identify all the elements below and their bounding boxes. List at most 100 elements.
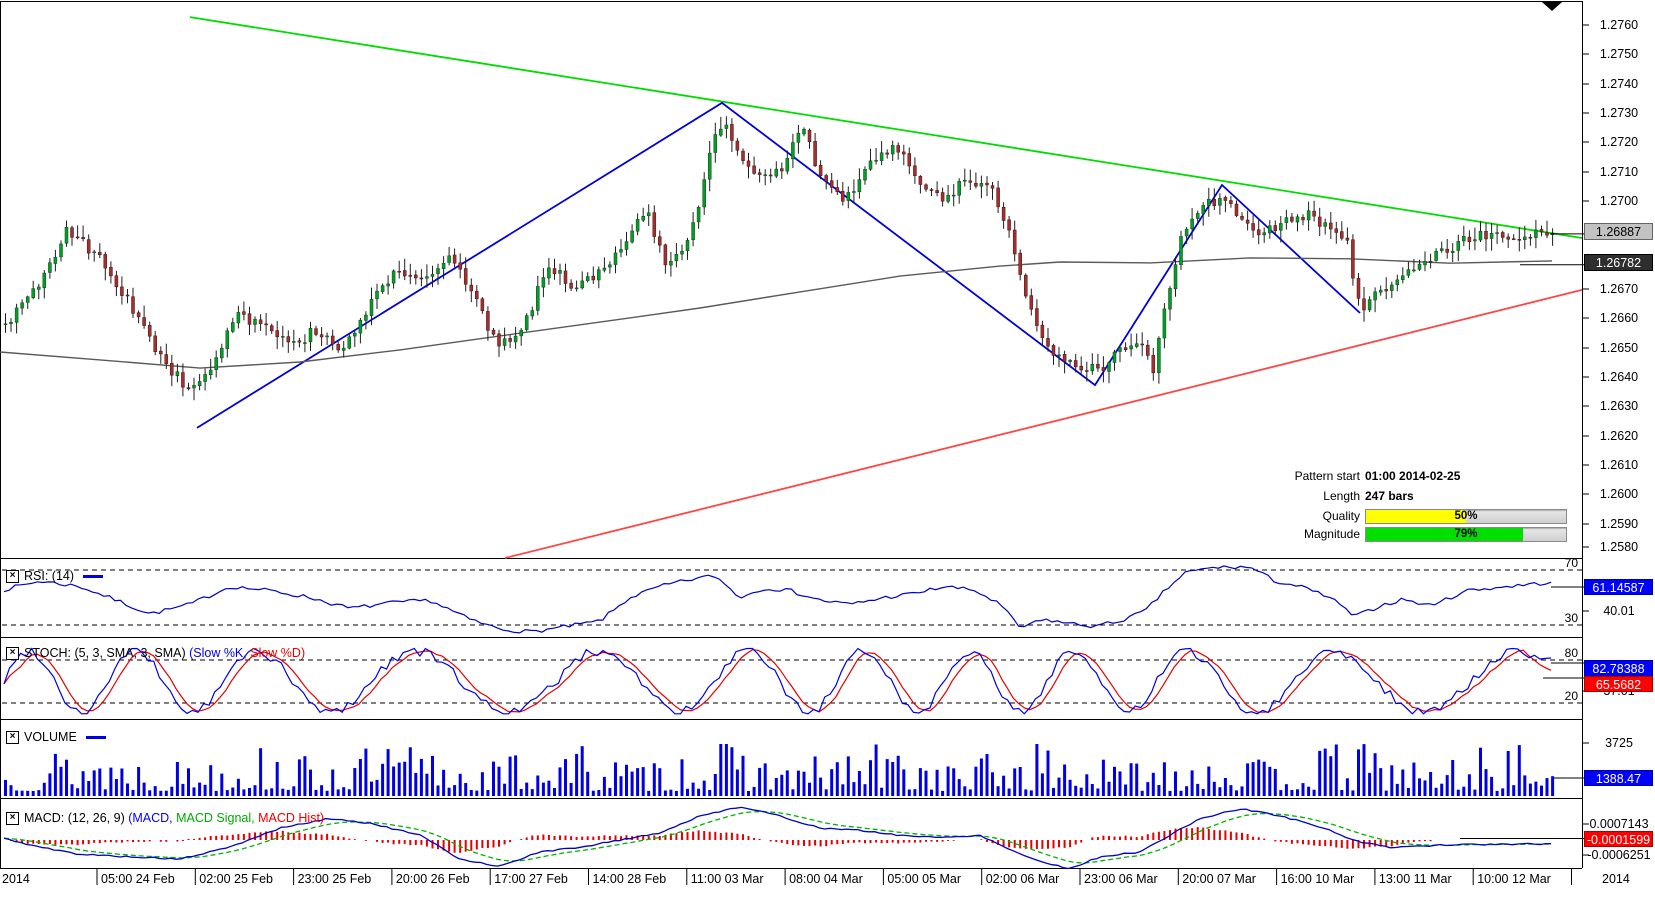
price-axis-label: 1.2730 bbox=[1599, 106, 1639, 120]
time-axis-label: 14:00 28 Feb bbox=[592, 872, 667, 886]
pattern-quality-percent: 50% bbox=[1454, 510, 1478, 522]
volume-scale-label: 3725 bbox=[1605, 736, 1633, 750]
price-axis-label: 1.2660 bbox=[1599, 311, 1639, 325]
price-axis-label: 1.2710 bbox=[1599, 165, 1639, 179]
time-axis-label: 13:00 11 Mar bbox=[1378, 872, 1452, 886]
rsi-header: × RSI: (14) bbox=[6, 569, 104, 583]
time-axis-label: 23:00 25 Feb bbox=[297, 872, 372, 886]
rsi-level-30-label: 30 bbox=[1564, 611, 1578, 625]
pattern-length-label: Length bbox=[1323, 489, 1360, 503]
time-axis-label: 23:00 06 Mar bbox=[1084, 872, 1158, 886]
pattern-magnitude-percent: 79% bbox=[1454, 528, 1478, 540]
price-axis-label: 1.2740 bbox=[1599, 77, 1639, 91]
macd-header-hist: MACD Hist) bbox=[258, 811, 325, 825]
volume-header-label: VOLUME bbox=[24, 730, 77, 744]
time-axis-year-left: 2014 bbox=[2, 872, 30, 886]
price-axis-label: 1.2590 bbox=[1599, 517, 1639, 531]
price-axis-label: 1.2620 bbox=[1599, 429, 1639, 443]
price-axis-label: 1.2640 bbox=[1599, 370, 1639, 384]
pattern-magnitude-label: Magnitude bbox=[1303, 527, 1360, 541]
chart-end-marker-icon bbox=[1542, 2, 1562, 11]
macd-value-badge: -0.0001599 bbox=[1584, 831, 1653, 847]
macd-visibility-checkbox[interactable]: × bbox=[6, 811, 19, 825]
stoch-level-80-label: 80 bbox=[1564, 646, 1578, 660]
stoch-header-label: STOCH: (5, 3, SMA, 3, SMA) (Slow %K, Slo… bbox=[24, 646, 305, 660]
pattern-quality-bar-fill bbox=[1366, 510, 1466, 523]
time-axis-label: 08:00 04 Mar bbox=[789, 872, 863, 886]
macd-scale-bottom-label: -0.0006251 bbox=[1587, 848, 1651, 862]
rsi-visibility-checkbox[interactable]: × bbox=[6, 569, 19, 583]
stoch-header-slowd: Slow %D) bbox=[250, 646, 306, 660]
stoch-d-value-badge: 65.5682 bbox=[1584, 676, 1653, 692]
pattern-quality-bar: 50% bbox=[1365, 509, 1567, 524]
stoch-header-slowk: (Slow %K, bbox=[189, 646, 251, 660]
time-axis-label: 05:00 24 Feb bbox=[101, 872, 175, 886]
price-axis-label: 1.2720 bbox=[1599, 135, 1639, 149]
current-value-lines bbox=[1460, 233, 1586, 839]
price-axis-label: 1.2760 bbox=[1599, 18, 1639, 32]
time-axis-label: 16:00 10 Mar bbox=[1280, 872, 1355, 886]
time-axis-label: 17:00 27 Feb bbox=[494, 872, 568, 886]
pattern-zigzag-line[interactable] bbox=[196, 101, 1361, 429]
trendline-lower-support[interactable] bbox=[504, 289, 1583, 559]
macd-header-params: MACD: (12, 26, 9) bbox=[24, 811, 129, 825]
time-axis-label: 05:00 05 Mar bbox=[887, 872, 962, 886]
macd-header: × MACD: (12, 26, 9) (MACD, MACD Signal, … bbox=[6, 811, 324, 825]
macd-header-label: MACD: (12, 26, 9) (MACD, MACD Signal, MA… bbox=[24, 811, 324, 825]
moving-average-line bbox=[0, 257, 1553, 369]
stoch-slow-k-line bbox=[3, 647, 1552, 715]
time-axis-year-right: 2014 bbox=[1602, 872, 1630, 886]
volume-header: × VOLUME bbox=[6, 730, 106, 744]
stoch-header: × STOCH: (5, 3, SMA, 3, SMA) (Slow %K, S… bbox=[6, 646, 305, 660]
pattern-length-value: 247 bars bbox=[1365, 489, 1414, 503]
stoch-level-20-label: 20 bbox=[1564, 689, 1578, 703]
pattern-magnitude-bar-fill bbox=[1366, 528, 1523, 541]
time-axis-label: 02:00 06 Mar bbox=[985, 872, 1060, 886]
time-axis-label: 02:00 25 Feb bbox=[199, 872, 273, 886]
stoch-header-params: STOCH: (5, 3, SMA, 3, SMA) bbox=[24, 646, 190, 660]
rsi-scale-label: 40.01 bbox=[1603, 604, 1635, 618]
price-axis-label: 1.2600 bbox=[1599, 487, 1639, 501]
price-axis-label: 1.2610 bbox=[1599, 458, 1639, 472]
pattern-start-value: 01:00 2014-02-25 bbox=[1365, 469, 1461, 483]
volume-legend-swatch bbox=[85, 735, 106, 739]
ask-price-badge: 1.26887 bbox=[1584, 223, 1653, 240]
pattern-quality-label: Quality bbox=[1322, 509, 1360, 523]
stoch-k-value-badge: 82.78388 bbox=[1584, 660, 1653, 676]
price-axis-label: 1.2750 bbox=[1599, 47, 1639, 61]
rsi-header-label: RSI: (14) bbox=[24, 569, 75, 583]
rsi-level-70-label: 70 bbox=[1564, 556, 1578, 570]
indicator-level-lines bbox=[2, 569, 1582, 704]
macd-scale-top-label: 0.0007143 bbox=[1589, 817, 1649, 831]
candles-up bbox=[3, 124, 1555, 389]
time-axis-label: 20:00 26 Feb bbox=[395, 872, 470, 886]
volume-visibility-checkbox[interactable]: × bbox=[6, 730, 19, 744]
macd-header-macd: (MACD, bbox=[128, 811, 177, 825]
pattern-magnitude-bar: 79% bbox=[1365, 527, 1567, 542]
macd-line bbox=[3, 806, 1552, 870]
rsi-value-badge: 61.14587 bbox=[1584, 579, 1653, 595]
volume-value-badge: 1388.47 bbox=[1584, 770, 1653, 786]
time-axis-label: 11:00 03 Mar bbox=[690, 872, 764, 886]
price-axis-label: 1.2700 bbox=[1599, 194, 1639, 208]
macd-header-signal: MACD Signal, bbox=[176, 811, 259, 825]
candles-down bbox=[70, 124, 1549, 390]
time-axis-label: 20:00 07 Mar bbox=[1182, 872, 1256, 886]
rsi-legend-swatch bbox=[83, 574, 104, 578]
rsi-line bbox=[3, 565, 1552, 634]
volume-bars bbox=[4, 744, 1555, 796]
panel-borders bbox=[0, 1, 1583, 869]
price-axis-label: 1.2580 bbox=[1599, 540, 1639, 554]
stoch-visibility-checkbox[interactable]: × bbox=[6, 646, 19, 660]
macd-signal-line bbox=[3, 811, 1552, 864]
bid-price-badge: 1.26782 bbox=[1584, 254, 1653, 271]
price-axis-label: 1.2650 bbox=[1599, 341, 1639, 355]
price-axis-label: 1.2630 bbox=[1599, 399, 1639, 413]
price-axis-label: 1.2670 bbox=[1599, 282, 1639, 296]
trendline-upper-resistance[interactable] bbox=[189, 16, 1583, 239]
pattern-start-label: Pattern start bbox=[1294, 469, 1360, 483]
stoch-slow-d-line bbox=[3, 649, 1552, 713]
time-axis-label: 10:00 12 Mar bbox=[1477, 872, 1551, 886]
